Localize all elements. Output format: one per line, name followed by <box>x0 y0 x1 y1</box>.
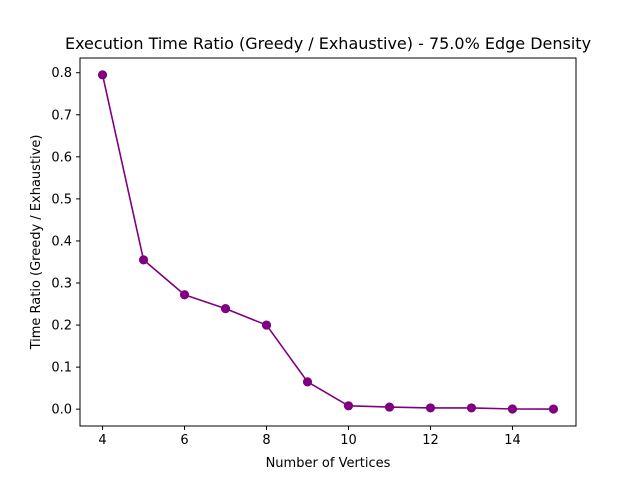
y-tick-label: 0.4 <box>51 234 72 249</box>
data-point <box>302 377 313 387</box>
y-tick-label: 0.1 <box>51 361 72 376</box>
data-point <box>97 70 108 80</box>
data-point <box>548 404 559 414</box>
chart-title: Execution Time Ratio (Greedy / Exhaustiv… <box>65 34 591 53</box>
y-axis-label: Time Ratio (Greedy / Exhaustive) <box>29 135 44 351</box>
data-point <box>507 404 518 414</box>
series-line <box>101 74 554 410</box>
data-point <box>384 402 395 412</box>
data-point <box>138 255 149 265</box>
y-tick-label: 0.3 <box>51 277 72 292</box>
data-point <box>261 320 272 330</box>
x-tick-label: 10 <box>340 433 357 448</box>
y-tick-label: 0.2 <box>51 319 72 334</box>
data-point <box>343 401 354 411</box>
data-point <box>425 403 436 413</box>
x-tick-label: 8 <box>262 433 270 448</box>
x-tick-label: 6 <box>180 433 188 448</box>
x-tick-label: 4 <box>98 433 106 448</box>
plot-frame <box>79 57 577 427</box>
y-axis: 0.0 0.1 0.2 0.3 0.4 0.5 0.6 0.7 0.8 <box>51 66 80 418</box>
data-point <box>466 403 477 413</box>
x-tick-label: 12 <box>422 433 439 448</box>
y-tick-label: 0.7 <box>51 108 72 123</box>
series-layer <box>97 70 559 414</box>
y-tick-label: 0.6 <box>51 150 72 165</box>
y-tick-label: 0.0 <box>51 403 72 418</box>
y-tick-label: 0.5 <box>51 192 72 207</box>
x-axis: 4 6 8 10 12 14 <box>98 426 521 448</box>
y-tick-label: 0.8 <box>51 66 72 81</box>
x-axis-label: Number of Vertices <box>266 456 391 471</box>
plot-border <box>79 57 577 427</box>
data-point <box>220 304 231 314</box>
x-tick-label: 14 <box>504 433 521 448</box>
data-point <box>179 290 190 300</box>
